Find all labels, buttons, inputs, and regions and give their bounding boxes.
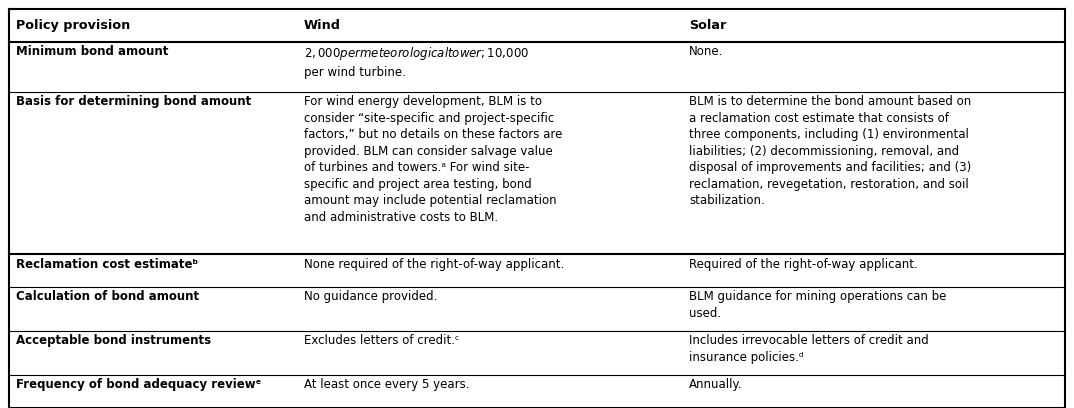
- Text: Required of the right-of-way applicant.: Required of the right-of-way applicant.: [690, 257, 918, 271]
- Text: At least once every 5 years.: At least once every 5 years.: [304, 379, 469, 391]
- Text: Solar: Solar: [690, 19, 727, 32]
- Text: $2,000 per meteorological tower; $10,000
per wind turbine.: $2,000 per meteorological tower; $10,000…: [304, 45, 528, 79]
- Text: Basis for determining bond amount: Basis for determining bond amount: [16, 95, 251, 109]
- Text: BLM is to determine the bond amount based on
a reclamation cost estimate that co: BLM is to determine the bond amount base…: [690, 95, 972, 207]
- Text: None.: None.: [690, 45, 724, 58]
- Text: Acceptable bond instruments: Acceptable bond instruments: [16, 335, 212, 348]
- Text: Includes irrevocable letters of credit and
insurance policies.ᵈ: Includes irrevocable letters of credit a…: [690, 335, 929, 364]
- Text: Minimum bond amount: Minimum bond amount: [16, 45, 169, 58]
- Text: Reclamation cost estimateᵇ: Reclamation cost estimateᵇ: [16, 257, 199, 271]
- Text: Calculation of bond amount: Calculation of bond amount: [16, 290, 200, 304]
- Text: Annually.: Annually.: [690, 379, 743, 391]
- Text: Wind: Wind: [304, 19, 340, 32]
- Text: Policy provision: Policy provision: [16, 19, 130, 32]
- Text: For wind energy development, BLM is to
consider “site-specific and project-speci: For wind energy development, BLM is to c…: [304, 95, 562, 224]
- Text: Excludes letters of credit.ᶜ: Excludes letters of credit.ᶜ: [304, 335, 459, 348]
- Text: Frequency of bond adequacy reviewᵉ: Frequency of bond adequacy reviewᵉ: [16, 379, 261, 391]
- Text: None required of the right-of-way applicant.: None required of the right-of-way applic…: [304, 257, 564, 271]
- Text: BLM guidance for mining operations can be
used.: BLM guidance for mining operations can b…: [690, 290, 946, 320]
- Text: No guidance provided.: No guidance provided.: [304, 290, 437, 304]
